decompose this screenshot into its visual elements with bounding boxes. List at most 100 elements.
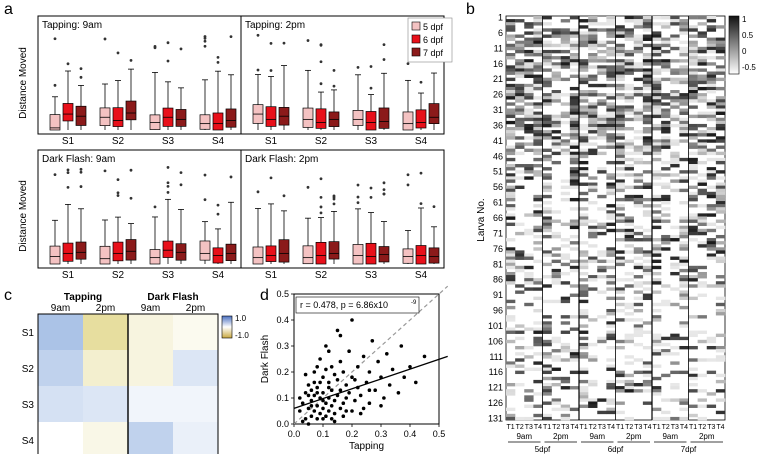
b-heatmap-cell (542, 327, 552, 331)
b-heatmap-cell (542, 355, 552, 359)
d-scatter-point (367, 388, 372, 393)
b-heatmap-cell (661, 77, 671, 82)
b-heatmap-cell (715, 410, 726, 415)
b-heatmap-cell (642, 151, 653, 156)
b-heatmap-cell (606, 382, 616, 387)
a-box (352, 244, 364, 265)
b-heatmap-cell (633, 262, 644, 267)
b-heatmap-cell (706, 404, 717, 408)
b-heatmap-cell (569, 34, 580, 38)
b-heatmap-cell (542, 210, 552, 214)
b-heatmap-cell (588, 398, 598, 402)
b-heatmap-cell (579, 386, 589, 390)
b-heatmap-cell (706, 99, 717, 103)
b-heatmap-cell (688, 389, 698, 393)
b-heatmap-cell (579, 250, 589, 254)
b-row-tick: 111 (489, 352, 503, 362)
b-heatmap-cell (551, 62, 561, 66)
b-heatmap-cell (533, 139, 543, 143)
b-heatmap-cell (670, 370, 680, 375)
b-heatmap-cell (706, 339, 717, 344)
b-heatmap-cell (579, 253, 589, 257)
b-heatmap-cell (624, 389, 634, 393)
b-heatmap-cell (715, 25, 726, 29)
b-heatmap-cell (560, 345, 571, 350)
b-heatmap-cell (661, 96, 671, 100)
b-heatmap-cell (688, 142, 698, 146)
b-heatmap-cell (642, 86, 653, 91)
d-scatter-point (309, 398, 314, 403)
b-heatmap-cell (588, 182, 598, 186)
b-heatmap-cell (560, 315, 571, 319)
b-heatmap-cell (606, 204, 616, 208)
b-heatmap-cell (588, 43, 598, 48)
b-heatmap-cell (688, 197, 698, 202)
b-heatmap-cell (706, 170, 717, 174)
b-heatmap-cell (606, 410, 616, 415)
b-heatmap-cell (533, 40, 543, 45)
b-heatmap-cell (579, 68, 589, 72)
b-ylabel: Larva No. (476, 198, 487, 241)
b-heatmap-cell (615, 238, 625, 242)
b-heatmap-cell (670, 105, 680, 109)
d-scatter-point (358, 411, 363, 416)
b-heatmap-cell (652, 204, 662, 208)
b-heatmap-cell (542, 96, 552, 100)
b-heatmap-cell (642, 83, 653, 88)
b-heatmap-cell (679, 225, 689, 230)
b-heatmap-cell (652, 148, 662, 152)
b-heatmap-cell (515, 256, 525, 260)
b-heatmap-cell (506, 114, 516, 119)
b-heatmap-cell (606, 312, 616, 316)
b-heatmap-cell (697, 275, 707, 279)
b-heatmap-cell (533, 102, 543, 106)
b-heatmap-cell (670, 336, 680, 341)
b-heatmap-cell (569, 28, 580, 32)
b-heatmap-cell (688, 83, 698, 88)
b-heatmap-cell (597, 40, 607, 45)
b-heatmap-cell (633, 62, 644, 66)
b-heatmap-cell (569, 170, 580, 174)
b-heatmap-cell (688, 228, 698, 233)
b-heatmap-cell (679, 53, 689, 57)
b-heatmap-cell (652, 302, 662, 307)
b-heatmap-cell (560, 244, 571, 248)
b-heatmap-cell (706, 46, 717, 51)
b-heatmap-cell (560, 191, 571, 196)
b-heatmap-cell (551, 275, 561, 279)
d-scatter-point (306, 383, 311, 387)
b-heatmap-cell (652, 145, 662, 149)
b-heatmap-cell (542, 182, 552, 186)
b-col-tick: T1 (506, 424, 514, 431)
b-heatmap-cell (624, 386, 634, 390)
b-heatmap-cell (624, 62, 634, 66)
b-row-tick: 116 (489, 367, 503, 377)
a-outlier (282, 194, 286, 198)
b-heatmap-cell (588, 259, 598, 264)
b-heatmap-cell (642, 120, 653, 125)
b-heatmap-cell (597, 102, 607, 106)
b-heatmap-cell (642, 238, 653, 242)
b-heatmap-cell (569, 179, 580, 183)
b-heatmap-cell (624, 151, 634, 156)
d-ytick-label: 0.2 (276, 367, 289, 377)
b-heatmap-cell (670, 188, 680, 193)
b-heatmap-cell (579, 74, 589, 78)
b-heatmap-cell (588, 31, 598, 35)
b-heatmap-cell (679, 188, 689, 193)
a-outlier (382, 58, 386, 61)
b-heatmap-cell (633, 86, 644, 91)
b-heatmap-cell (679, 139, 689, 143)
a-category-label: S3 (162, 136, 175, 147)
b-heatmap-cell (615, 216, 625, 220)
b-heatmap-cell (706, 86, 717, 91)
b-heatmap-cell (588, 28, 598, 32)
b-heatmap-cell (679, 416, 689, 421)
b-heatmap-cell (624, 37, 634, 41)
b-heatmap-cell (533, 49, 543, 54)
a-category-label: S1 (62, 270, 75, 281)
b-heatmap-cell (560, 133, 571, 137)
b-heatmap-cell (542, 219, 552, 223)
b-heatmap-cell (615, 62, 625, 66)
b-heatmap-cell (597, 194, 607, 199)
